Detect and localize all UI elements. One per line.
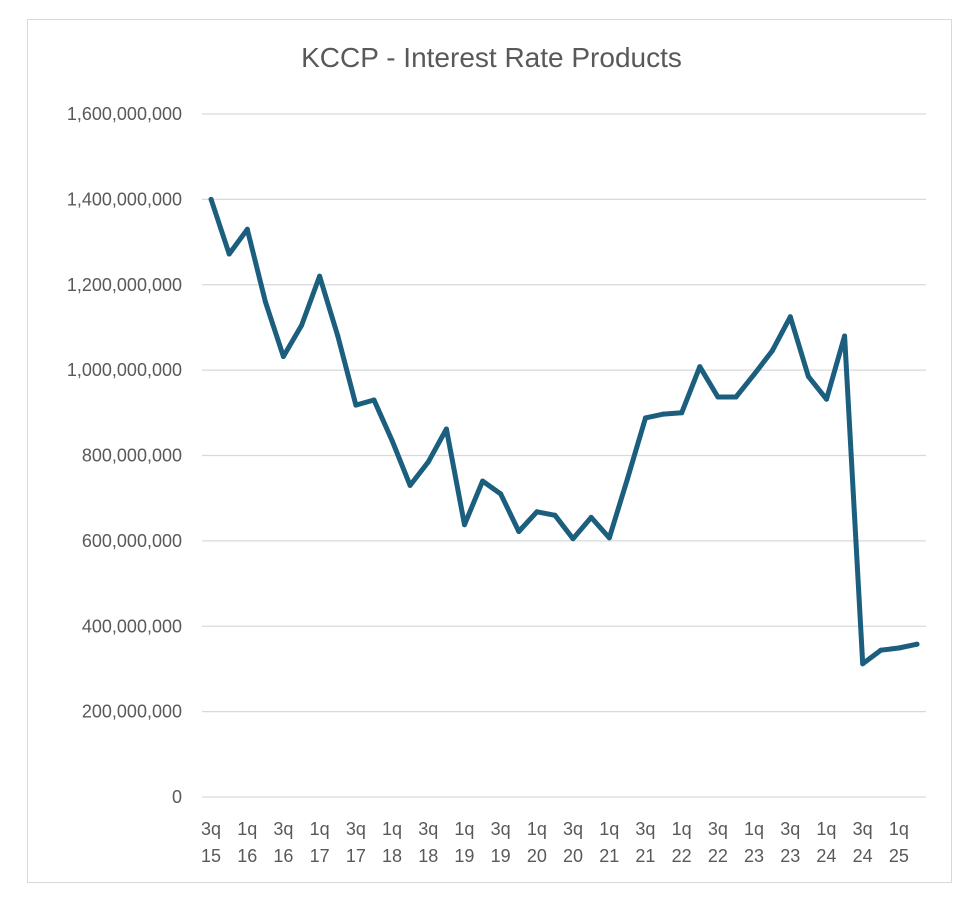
data-point bbox=[425, 459, 431, 465]
x-tick-label: 3q 18 bbox=[418, 819, 438, 866]
x-tick-label: 1q 17 bbox=[310, 819, 330, 866]
y-tick-label: 1,200,000,000 bbox=[67, 275, 182, 295]
data-point bbox=[896, 645, 902, 651]
data-point bbox=[914, 641, 920, 647]
x-tick-label: 3q 24 bbox=[853, 819, 873, 866]
y-tick-label: 1,600,000,000 bbox=[67, 104, 182, 124]
x-tick-label: 1q 22 bbox=[672, 819, 692, 866]
y-tick-label: 600,000,000 bbox=[82, 531, 182, 551]
data-point bbox=[878, 647, 884, 653]
data-point bbox=[624, 476, 630, 482]
data-point bbox=[661, 411, 666, 417]
data-point bbox=[588, 514, 594, 520]
x-axis-tick-labels: 3q 15 1q 16 3q 16 1q 17 3q 17 1q 18 3q 18 1q 19 3q 19 1q 20… bbox=[201, 819, 909, 866]
data-point bbox=[606, 535, 612, 541]
y-axis-tick-labels: 0 200,000,000 400,000,000 600,000,000 800,00… bbox=[67, 104, 182, 807]
x-tick-label: 3q 15 bbox=[201, 819, 221, 866]
y-tick-label: 800,000,000 bbox=[82, 446, 182, 466]
data-point bbox=[244, 226, 250, 232]
y-tick-label: 0 bbox=[172, 787, 182, 807]
x-tick-label: 1q 19 bbox=[454, 819, 474, 866]
x-tick-label: 1q 23 bbox=[744, 819, 764, 866]
data-point bbox=[860, 661, 866, 667]
data-point bbox=[208, 196, 214, 202]
x-tick-label: 3q 21 bbox=[635, 819, 655, 866]
data-point bbox=[697, 364, 703, 370]
data-point bbox=[226, 251, 232, 257]
gridlines bbox=[202, 113, 926, 798]
data-point bbox=[407, 482, 413, 488]
x-tick-label: 1q 24 bbox=[816, 819, 836, 866]
data-point bbox=[733, 394, 739, 400]
data-point bbox=[280, 354, 286, 359]
data-point bbox=[335, 333, 341, 339]
data-point bbox=[643, 415, 648, 421]
x-tick-label: 3q 17 bbox=[346, 819, 366, 866]
x-tick-label: 3q 22 bbox=[708, 819, 728, 866]
data-point bbox=[769, 348, 775, 354]
x-tick-label: 3q 19 bbox=[491, 819, 511, 866]
data-point bbox=[299, 322, 305, 328]
y-tick-label: 400,000,000 bbox=[82, 616, 182, 636]
y-tick-label: 1,000,000,000 bbox=[67, 360, 182, 380]
data-point bbox=[824, 396, 829, 402]
data-point bbox=[262, 299, 268, 305]
data-point bbox=[462, 522, 467, 528]
series-line bbox=[208, 196, 920, 667]
chart-title: KCCP - Interest Rate Products bbox=[301, 42, 682, 73]
data-point bbox=[389, 438, 395, 444]
data-point bbox=[371, 397, 377, 403]
x-tick-label: 1q 25 bbox=[889, 819, 909, 866]
x-tick-label: 3q 23 bbox=[780, 819, 800, 866]
data-point bbox=[516, 529, 522, 534]
data-point bbox=[751, 371, 757, 377]
y-tick-label: 1,400,000,000 bbox=[67, 189, 182, 209]
data-point bbox=[805, 374, 811, 379]
data-point bbox=[679, 410, 685, 416]
data-point bbox=[534, 509, 540, 515]
x-tick-label: 1q 16 bbox=[237, 819, 257, 866]
data-point bbox=[317, 273, 323, 279]
x-tick-label: 1q 21 bbox=[599, 819, 619, 866]
data-point bbox=[715, 394, 721, 400]
x-tick-label: 1q 18 bbox=[382, 819, 402, 866]
data-point bbox=[842, 333, 848, 339]
data-point bbox=[498, 491, 504, 497]
x-tick-label: 3q 16 bbox=[273, 819, 293, 866]
x-tick-label: 3q 20 bbox=[563, 819, 583, 866]
series-layer bbox=[208, 196, 920, 667]
data-point bbox=[552, 512, 558, 518]
data-point bbox=[480, 478, 486, 484]
data-point bbox=[570, 536, 576, 542]
data-point bbox=[787, 314, 793, 320]
chart-frame bbox=[27, 19, 952, 883]
y-tick-label: 200,000,000 bbox=[82, 702, 182, 722]
data-point bbox=[353, 402, 359, 408]
data-point bbox=[443, 426, 449, 432]
x-tick-label: 1q 20 bbox=[527, 819, 547, 866]
